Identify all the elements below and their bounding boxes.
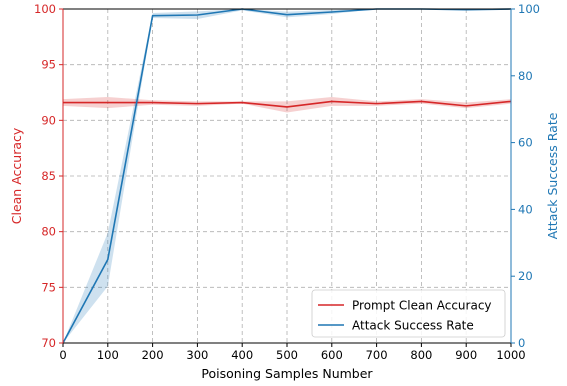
x-axis-title: Poisoning Samples Number — [201, 366, 373, 381]
x-tick-label-200: 200 — [142, 348, 164, 362]
legend-label-attack-success-rate: Attack Success Rate — [352, 319, 474, 333]
grid-layer — [63, 9, 511, 343]
y-left-tick-label-90: 90 — [41, 113, 56, 127]
x-tick-label-500: 500 — [276, 348, 298, 362]
y-right-tick-label-60: 60 — [518, 136, 533, 150]
x-tick-label-800: 800 — [410, 348, 432, 362]
x-tick-label-300: 300 — [186, 348, 208, 362]
y-left-tick-label-95: 95 — [41, 58, 56, 72]
x-tick-label-400: 400 — [231, 348, 253, 362]
x-tick-label-0: 0 — [59, 348, 66, 362]
legend-label-prompt-clean-accuracy: Prompt Clean Accuracy — [352, 299, 492, 313]
left-axis-title: Clean Accuracy — [9, 127, 24, 224]
y-right-tick-label-40: 40 — [518, 202, 533, 216]
y-right-tick-label-100: 100 — [518, 2, 540, 16]
x-tick-label-100: 100 — [97, 348, 119, 362]
band-prompt-clean-accuracy — [63, 96, 511, 113]
x-tick-label-1000: 1000 — [496, 348, 525, 362]
y-left-tick-label-70: 70 — [41, 336, 56, 350]
y-left-tick-label-75: 75 — [41, 280, 56, 294]
legend: Prompt Clean Accuracy Attack Success Rat… — [311, 289, 506, 338]
y-right-tick-label-20: 20 — [518, 269, 533, 283]
band-layer — [63, 9, 511, 343]
x-tick-label-900: 900 — [455, 348, 477, 362]
y-right-tick-label-0: 0 — [518, 336, 525, 350]
right-axis-title: Attack Success Rate — [545, 112, 560, 239]
tick-layer: 0 100 200 300 400 500 600 700 800 900 100070758085… — [34, 2, 540, 362]
y-left-tick-label-80: 80 — [41, 225, 56, 239]
x-tick-label-700: 700 — [366, 348, 388, 362]
series-line-prompt-clean-accuracy — [63, 100, 512, 108]
legend-box — [311, 289, 506, 338]
y-right-tick-label-80: 80 — [518, 69, 533, 83]
x-tick-label-600: 600 — [321, 348, 343, 362]
y-left-tick-label-85: 85 — [41, 169, 56, 183]
y-left-tick-label-100: 100 — [34, 2, 56, 16]
